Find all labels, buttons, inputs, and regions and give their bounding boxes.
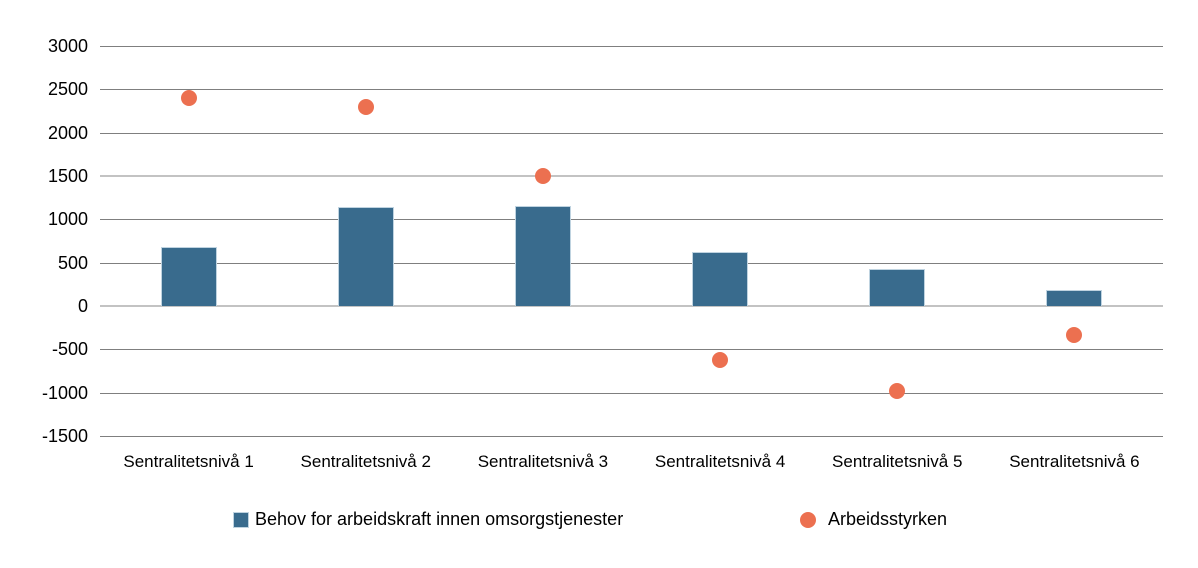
y-axis-tick-label: -500 <box>51 339 88 360</box>
x-axis-category-label: Sentralitetsnivå 5 <box>832 452 963 471</box>
y-axis-tick-label: 500 <box>57 252 88 273</box>
x-axis-category-label: Sentralitetsnivå 6 <box>1009 452 1140 471</box>
gridline <box>100 262 1163 264</box>
bar-sentralitetsnivå-3 <box>514 206 571 306</box>
x-axis-category-label: Sentralitetsnivå 2 <box>300 452 431 471</box>
y-axis-tick-label: 1500 <box>47 166 88 186</box>
scatter-dot-sentralitetsnivå-6 <box>1066 327 1083 344</box>
scatter-dot-sentralitetsnivå-5 <box>889 382 906 399</box>
gridline <box>100 436 1163 437</box>
x-axis-category-label: Sentralitetsnivå 3 <box>477 452 609 471</box>
y-axis-tick-label: 1000 <box>47 209 88 230</box>
legend-item-scatter-series: Arbeidsstyrken <box>800 509 947 530</box>
scatter-dot-sentralitetsnivå-4 <box>712 351 729 368</box>
legend-item-bar-series: Behov for arbeidskraft innen omsorgstjen… <box>233 509 623 530</box>
gridline <box>100 46 1163 47</box>
bar-sentralitetsnivå-6 <box>1046 289 1103 306</box>
scatter-dot-sentralitetsnivå-1 <box>180 90 197 106</box>
y-axis-tick-label: -1500 <box>41 426 88 446</box>
x-axis-category-label: Sentralitetsnivå 4 <box>654 452 786 471</box>
gridline <box>100 219 1163 221</box>
legend-bar-label: Behov for arbeidskraft innen omsorgstjen… <box>255 509 624 529</box>
gridline <box>100 392 1163 394</box>
legend-scatter-label: Arbeidsstyrken <box>828 509 948 529</box>
x-axis-category-label: Sentralitetsnivå 1 <box>123 452 254 471</box>
legend-scatter-marker-icon <box>800 511 816 528</box>
y-axis-tick-label: 0 <box>77 296 88 316</box>
scatter-dot-sentralitetsnivå-3 <box>534 168 551 184</box>
gridline-emphasized <box>100 175 1163 177</box>
y-axis-tick-label: 2000 <box>47 122 88 143</box>
bar-sentralitetsnivå-5 <box>869 268 926 306</box>
legend-bar-swatch <box>233 511 249 528</box>
gridline <box>100 349 1163 351</box>
bar-sentralitetsnivå-2 <box>337 207 394 306</box>
y-axis-tick-label: -1000 <box>41 382 88 403</box>
y-axis-tick-label: 2500 <box>47 79 88 100</box>
scatter-dot-sentralitetsnivå-2 <box>357 98 374 115</box>
bar-sentralitetsnivå-1 <box>160 247 217 306</box>
gridline-emphasized <box>100 305 1163 307</box>
gridline <box>100 132 1163 134</box>
gridline <box>100 89 1163 91</box>
y-axis-tick-label: 3000 <box>47 36 88 56</box>
bar-sentralitetsnivå-4 <box>692 252 749 306</box>
